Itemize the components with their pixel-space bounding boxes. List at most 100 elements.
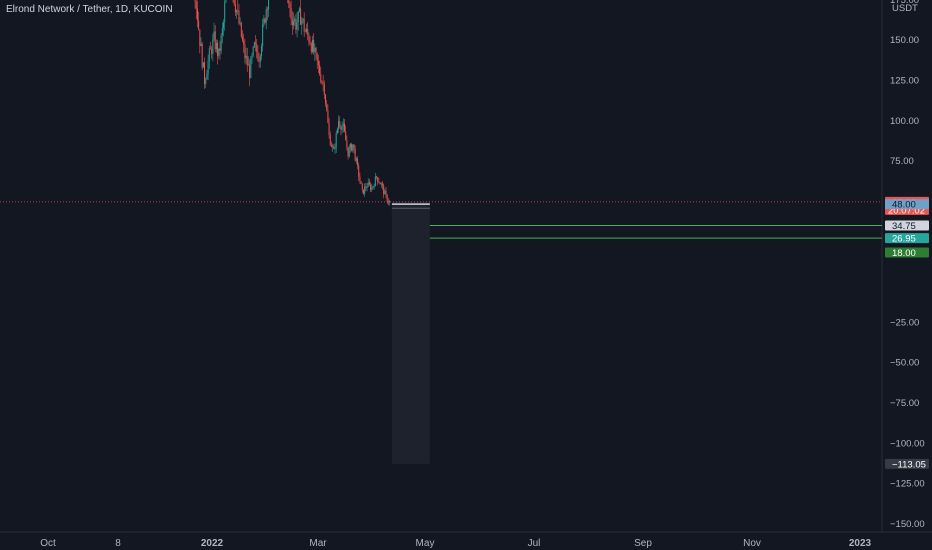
candle-body <box>321 81 323 83</box>
candle-body <box>245 55 247 59</box>
candle-body <box>371 187 373 190</box>
candle-body <box>243 40 245 45</box>
candle-body <box>354 148 356 161</box>
candle-body <box>257 52 259 61</box>
price-badge-label: 34.75 <box>892 221 916 232</box>
candle-body <box>309 42 311 44</box>
price-tick-label: −100.00 <box>890 438 925 449</box>
candle-body <box>360 181 362 185</box>
candle-body <box>351 144 353 151</box>
candle-body <box>361 184 363 190</box>
candle-body <box>373 186 375 187</box>
candle-body <box>237 10 239 12</box>
price-badge <box>885 458 929 469</box>
candle-body <box>385 190 387 195</box>
candle-body <box>252 46 254 56</box>
candle-body <box>367 182 369 187</box>
candle-body <box>225 0 227 3</box>
candle-body <box>319 65 321 75</box>
candle-body <box>205 79 207 84</box>
candle-body <box>380 183 382 185</box>
candle-body <box>349 144 351 148</box>
candle-body <box>335 133 337 149</box>
price-tick-label: 125.00 <box>890 76 919 87</box>
candle-body <box>288 0 290 4</box>
candle-body <box>244 44 246 59</box>
candle-body <box>240 22 242 37</box>
price-badge <box>885 233 929 244</box>
candle-body <box>266 9 268 11</box>
candle-body <box>389 200 391 203</box>
price-unit-label: USDT <box>892 3 918 14</box>
time-tick-label: 2022 <box>201 538 224 549</box>
candle-body <box>310 43 312 52</box>
candle-body <box>304 31 306 33</box>
candle-body <box>293 21 294 26</box>
candle-body <box>359 176 361 182</box>
candle-body <box>381 183 383 186</box>
candle-body <box>208 48 210 61</box>
candle-body <box>307 28 309 35</box>
time-tick-label: May <box>416 538 435 549</box>
candle-body <box>353 144 355 149</box>
candle-body <box>379 182 381 185</box>
candle-body <box>362 189 364 194</box>
price-badge <box>885 247 929 258</box>
candle-body <box>291 19 293 26</box>
candle-body <box>253 42 255 47</box>
price-axis-panel[interactable] <box>882 0 932 532</box>
candle-body <box>323 83 325 95</box>
time-tick-label: Jul <box>528 538 541 549</box>
price-badge-label: 18.00 <box>892 248 916 259</box>
candle-body <box>198 20 200 30</box>
candle-body <box>333 146 335 150</box>
price-tick-label: −125.00 <box>890 479 925 490</box>
time-tick-label: Oct <box>40 538 56 549</box>
candle-body <box>223 22 225 28</box>
candle-body <box>317 61 319 66</box>
candle-body <box>300 8 302 25</box>
candle-body <box>233 0 235 5</box>
price-badge <box>885 199 929 210</box>
candle-body <box>313 39 315 53</box>
candle-body <box>372 186 374 188</box>
countdown-label: 20:07:02 <box>888 206 925 217</box>
candle-body <box>348 147 350 157</box>
candle-body <box>342 123 344 127</box>
price-tick-label: −150.00 <box>890 519 925 530</box>
candle-body <box>256 43 258 53</box>
candle-body <box>202 62 204 68</box>
time-tick-label: Mar <box>309 538 327 549</box>
candle-body <box>255 42 257 44</box>
candle-body <box>316 53 318 62</box>
candle-body <box>378 181 380 183</box>
candle-body <box>217 42 219 56</box>
candle-body <box>301 20 303 25</box>
candle-body <box>214 31 216 50</box>
price-axis-ticks: 475.00450.00425.00400.00375.00350.00325.… <box>890 0 925 530</box>
candle-body <box>329 135 331 146</box>
candle-body <box>346 140 348 147</box>
price-badge <box>885 220 929 231</box>
candle-body <box>345 131 347 141</box>
candle-body <box>330 145 332 147</box>
candle-body <box>209 48 211 50</box>
candle-body <box>220 35 222 51</box>
level-lines <box>0 201 882 239</box>
candle-body <box>204 62 206 84</box>
candle-body <box>328 122 330 136</box>
candle-body <box>213 31 215 40</box>
candle-body <box>242 36 243 41</box>
candle-body <box>357 158 359 166</box>
candle-body <box>315 47 317 54</box>
candle-body <box>383 185 385 195</box>
candle-body <box>289 3 291 9</box>
candle-body <box>194 0 196 2</box>
candle-body <box>314 47 316 53</box>
price-tick-label: −75.00 <box>890 398 919 409</box>
candle-body <box>199 29 201 47</box>
candle-body <box>376 176 378 178</box>
candle-body <box>265 9 267 23</box>
